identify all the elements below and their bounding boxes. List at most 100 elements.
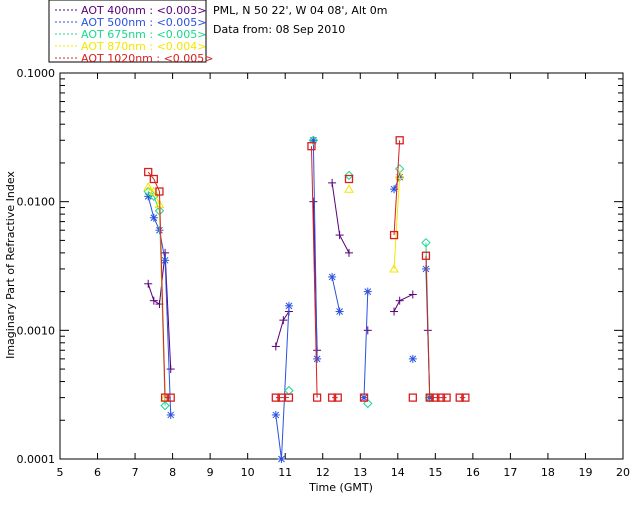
data-point xyxy=(284,301,293,310)
data-point xyxy=(335,307,344,316)
data-point xyxy=(408,354,417,363)
data-point xyxy=(344,170,354,181)
data-point xyxy=(408,393,417,402)
y-tick-label: 0.0100 xyxy=(17,196,56,209)
data-point xyxy=(395,296,404,305)
x-tick-label: 17 xyxy=(503,466,517,479)
data-point xyxy=(455,393,464,402)
data-point xyxy=(143,181,154,191)
data-point xyxy=(327,393,337,402)
legend-entry: AOT 400nm : <0.003> xyxy=(81,4,207,17)
data-point xyxy=(166,365,175,374)
x-tick-label: 16 xyxy=(466,466,480,479)
series-line xyxy=(425,255,447,399)
data-point xyxy=(436,393,446,402)
x-tick-label: 18 xyxy=(541,466,555,479)
data-point xyxy=(344,184,354,193)
series-line xyxy=(363,291,369,398)
series-line xyxy=(393,140,401,236)
data-point xyxy=(421,237,431,248)
data-point xyxy=(389,263,399,273)
data-point xyxy=(144,279,153,288)
y-tick-label: 0.0001 xyxy=(17,453,56,466)
data-point xyxy=(390,307,399,316)
data-point xyxy=(271,393,280,402)
x-axis-label: Time (GMT) xyxy=(308,481,373,494)
data-point xyxy=(284,385,294,396)
data-point xyxy=(160,400,170,411)
data-point xyxy=(389,230,399,240)
data-point xyxy=(144,167,153,177)
data-point xyxy=(345,248,354,257)
data-point xyxy=(363,326,372,335)
location-text: PML, N 50 22', W 04 08', Alt 0m xyxy=(213,4,387,17)
series-line xyxy=(393,175,401,269)
data-point xyxy=(271,410,280,419)
series-line xyxy=(331,276,341,312)
series-5 xyxy=(144,136,470,402)
series-layer xyxy=(143,135,470,463)
data-point xyxy=(277,455,286,463)
x-tick-label: 14 xyxy=(391,466,405,479)
series-line xyxy=(312,140,318,359)
data-point xyxy=(166,393,175,402)
data-point xyxy=(363,287,372,296)
data-point xyxy=(309,197,318,206)
y-tick-label: 0.0010 xyxy=(17,324,56,337)
data-point xyxy=(335,231,344,240)
legend-entry: AOT 500nm : <0.005> xyxy=(81,16,207,29)
data-point xyxy=(271,342,280,351)
data-point xyxy=(149,213,158,222)
x-tick-label: 20 xyxy=(616,466,630,479)
legend-entry: AOT 675nm : <0.005> xyxy=(81,28,207,41)
x-tick-label: 11 xyxy=(278,466,292,479)
data-point xyxy=(149,296,158,305)
x-tick-label: 6 xyxy=(94,466,101,479)
x-tick-label: 5 xyxy=(57,466,64,479)
data-point xyxy=(308,135,319,145)
data-point xyxy=(161,256,170,265)
x-tick-label: 12 xyxy=(316,466,330,479)
data-point xyxy=(333,393,342,402)
x-tick-label: 15 xyxy=(428,466,442,479)
x-tick-label: 9 xyxy=(207,466,214,479)
y-axis-label: Imaginary Part of Refractive Index xyxy=(4,171,17,359)
data-point xyxy=(442,393,451,402)
data-point xyxy=(155,187,164,196)
x-tick-label: 13 xyxy=(353,466,367,479)
data-point xyxy=(307,142,316,151)
series-3 xyxy=(143,135,435,411)
date-text: Data from: 08 Sep 2010 xyxy=(213,23,345,36)
series-line xyxy=(331,182,350,254)
data-point xyxy=(461,393,470,402)
data-point xyxy=(344,174,354,184)
data-point xyxy=(425,393,434,402)
x-tick-label: 19 xyxy=(578,466,592,479)
data-point xyxy=(284,393,294,402)
data-point xyxy=(431,393,440,402)
data-point xyxy=(421,251,431,260)
data-point xyxy=(312,393,322,402)
data-point xyxy=(160,393,170,402)
y-tick-label: 0.1000 xyxy=(17,67,56,80)
legend-entry: AOT 1020nm : <0.005> xyxy=(81,52,214,65)
legend-entry: AOT 870nm : <0.004> xyxy=(81,40,207,53)
data-point xyxy=(359,393,369,402)
legend: AOT 400nm : <0.003>AOT 500nm : <0.005>AO… xyxy=(55,4,214,65)
data-point xyxy=(394,164,405,174)
data-point xyxy=(363,398,373,409)
x-tick-label: 8 xyxy=(169,466,176,479)
plot-area xyxy=(59,72,624,460)
series-1 xyxy=(144,173,432,374)
data-point xyxy=(313,354,322,363)
data-point xyxy=(161,248,170,257)
x-tick-label: 10 xyxy=(241,466,255,479)
data-point xyxy=(328,178,337,187)
data-point xyxy=(279,316,288,325)
series-line xyxy=(275,305,290,460)
series-line xyxy=(147,171,171,399)
data-point xyxy=(149,174,158,184)
data-point xyxy=(166,410,175,419)
data-point xyxy=(328,272,337,281)
